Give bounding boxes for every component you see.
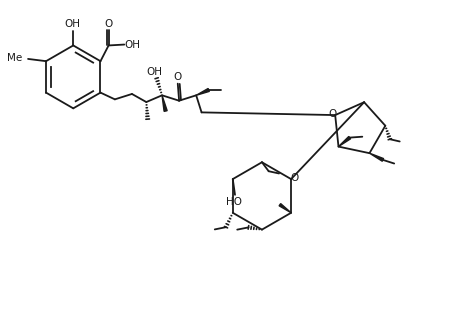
Text: O: O — [104, 19, 112, 29]
Text: OH: OH — [146, 67, 162, 76]
Polygon shape — [338, 136, 350, 147]
Text: OH: OH — [124, 40, 140, 50]
Polygon shape — [196, 88, 209, 95]
Text: O: O — [290, 173, 298, 183]
Text: OH: OH — [64, 19, 80, 29]
Polygon shape — [278, 204, 290, 213]
Text: Me: Me — [7, 52, 22, 63]
Text: O: O — [328, 109, 336, 119]
Polygon shape — [368, 153, 383, 161]
Text: HO: HO — [225, 196, 241, 206]
Text: O: O — [173, 72, 181, 82]
Polygon shape — [161, 95, 167, 111]
